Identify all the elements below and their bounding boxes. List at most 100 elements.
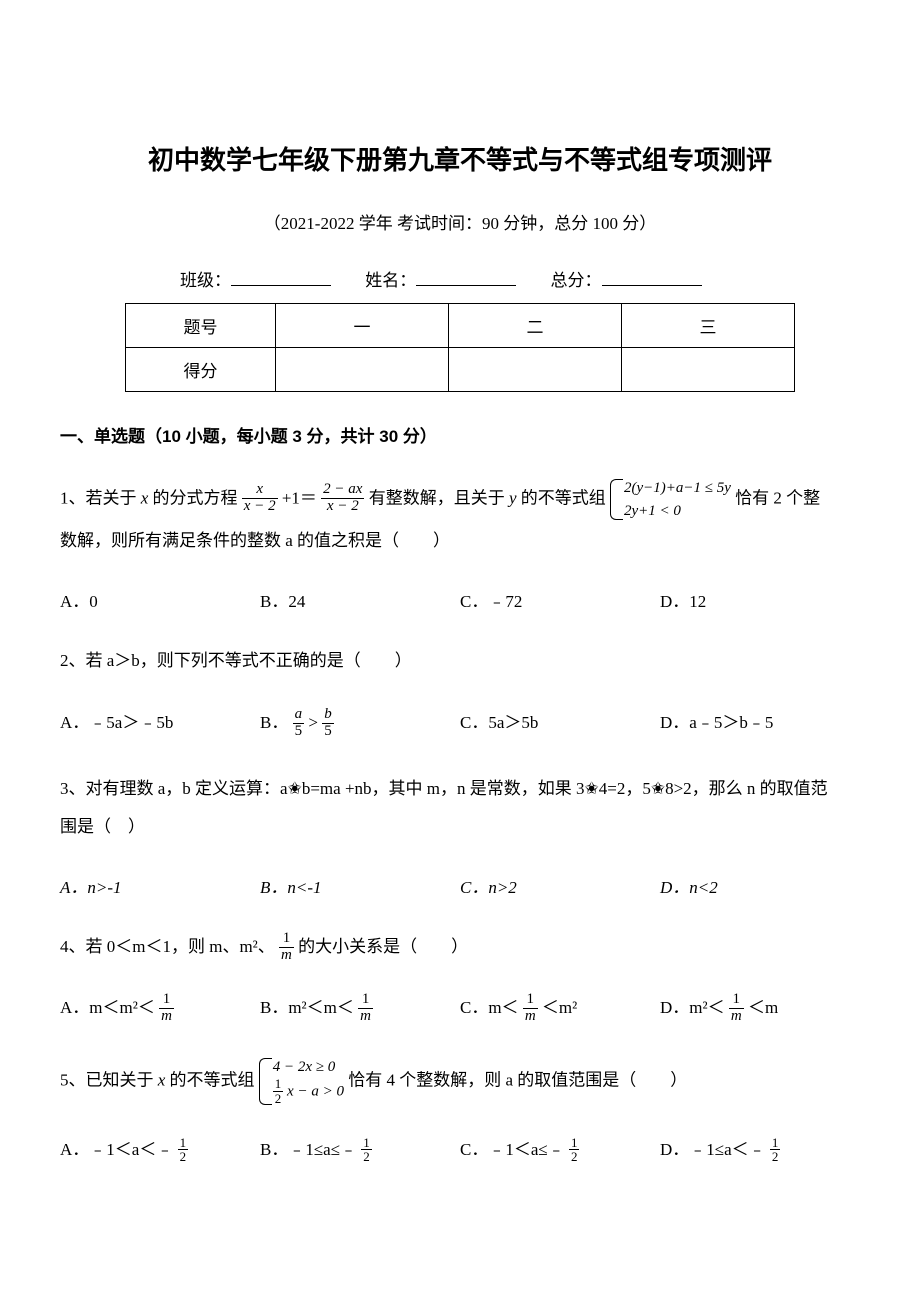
frac-den: m <box>159 1008 174 1025</box>
table-row: 题号 一 二 三 <box>126 304 795 348</box>
sys-row: 12 x − a > 0 <box>273 1078 344 1106</box>
q5-text: 恰有 4 个整数解，则 a 的取值范围是（ ） <box>348 1070 687 1089</box>
option-c: C．﹣72 <box>460 587 660 612</box>
blank-name <box>416 285 516 286</box>
opt-text: B．m²＜m＜ <box>260 999 354 1018</box>
frac-num: 1 <box>273 1077 284 1091</box>
q5-text: 5、已知关于 <box>60 1070 158 1089</box>
sys-row: 4 − 2x ≥ 0 <box>273 1056 344 1079</box>
blank-total <box>602 285 702 286</box>
opt-text: B．﹣1≤a≤﹣ <box>260 1140 357 1159</box>
question-2: 2、若 a＞b，则下列不等式不正确的是（ ） <box>60 642 860 679</box>
option-c: C．﹣1＜a≤﹣ 12 <box>460 1135 660 1165</box>
td-score-label: 得分 <box>126 348 276 392</box>
frac-num: a <box>293 707 305 723</box>
option-b: B．24 <box>260 587 460 612</box>
q5-text: 的不等式组 <box>165 1070 259 1089</box>
blank-class <box>231 285 331 286</box>
fraction: 12 <box>273 1077 284 1105</box>
fraction: b5 <box>322 707 334 740</box>
option-a: A．m＜m²＜ 1m <box>60 993 260 1026</box>
fraction: 1m <box>159 992 174 1025</box>
q5-options: A．﹣1＜a＜﹣ 12 B．﹣1≤a≤﹣ 12 C．﹣1＜a≤﹣ 12 D．﹣1… <box>60 1135 860 1165</box>
q3-options: A．n>-1 B．n<-1 C．n>2 D．n<2 <box>60 873 860 898</box>
sys-row: 2(y−1)+a−1 ≤ 5y <box>624 477 731 500</box>
fill-blanks-row: 班级： 姓名： 总分： <box>60 266 860 291</box>
option-b: B． a5 > b5 <box>260 708 460 741</box>
frac-den: 2 <box>361 1149 372 1164</box>
label-total: 总分： <box>551 271 602 290</box>
th-1: 一 <box>276 304 449 348</box>
q1-text: +1＝ <box>282 488 317 507</box>
q1-text: 的分式方程 <box>148 488 242 507</box>
opt-text: ＜m <box>748 999 778 1018</box>
question-1: 1、若关于 x 的分式方程 xx − 2 +1＝ 2 − axx − 2 有整数… <box>60 477 860 559</box>
q1-vary: y <box>509 488 517 507</box>
frac-den: m <box>523 1008 538 1025</box>
sys-row: 2y+1 < 0 <box>624 500 731 523</box>
question-5: 5、已知关于 x 的不等式组 4 − 2x ≥ 0 12 x − a > 0 恰… <box>60 1056 860 1107</box>
fraction: 1m <box>729 992 744 1025</box>
frac-num: 1 <box>178 1136 189 1150</box>
q2-options: A．﹣5a＞﹣5b B． a5 > b5 C．5a＞5b D．a﹣5＞b﹣5 <box>60 708 860 741</box>
frac-num: 1 <box>279 931 294 947</box>
opt-text: ＜m² <box>542 999 577 1018</box>
option-d: D．12 <box>660 587 860 612</box>
th-3: 三 <box>622 304 795 348</box>
opt-text: B． <box>260 713 288 732</box>
option-c: C．m＜ 1m ＜m² <box>460 993 660 1026</box>
option-b: B．n<-1 <box>260 873 460 898</box>
table-row: 得分 <box>126 348 795 392</box>
q1-text: 有整数解，且关于 <box>369 488 509 507</box>
option-c: C．n>2 <box>460 873 660 898</box>
fraction: 1m <box>358 992 373 1025</box>
opt-text: D．﹣1≤a＜﹣ <box>660 1140 766 1159</box>
fraction: 12 <box>178 1136 189 1164</box>
frac-num: 1 <box>523 992 538 1008</box>
fraction: 2 − axx − 2 <box>321 482 364 515</box>
option-a: A．0 <box>60 587 260 612</box>
opt-text: C．﹣1＜a≤﹣ <box>460 1140 565 1159</box>
option-d: D．n<2 <box>660 873 860 898</box>
opt-text: C．m＜ <box>460 999 519 1018</box>
frac-den: 2 <box>770 1149 781 1164</box>
fraction: 12 <box>361 1136 372 1164</box>
frac-den: m <box>358 1008 373 1025</box>
th-2: 二 <box>449 304 622 348</box>
q1-text: 数解，则所有满足条件的整数 a 的值之积是（ ） <box>60 531 450 550</box>
option-c: C．5a＞5b <box>460 708 660 741</box>
fraction: 1m <box>523 992 538 1025</box>
q4-text: 的大小关系是（ ） <box>298 937 468 956</box>
option-a: A．﹣5a＞﹣5b <box>60 708 260 741</box>
td-empty <box>449 348 622 392</box>
frac-num: b <box>322 707 334 723</box>
option-a: A．n>-1 <box>60 873 260 898</box>
q4-options: A．m＜m²＜ 1m B．m²＜m＜ 1m C．m＜ 1m ＜m² D．m²＜ … <box>60 993 860 1026</box>
frac-den: x − 2 <box>321 498 364 515</box>
q1-text: 的不等式组 <box>517 488 611 507</box>
q3-text: 围是（ ） <box>60 817 145 836</box>
page-title: 初中数学七年级下册第九章不等式与不等式组专项测评 <box>60 140 860 177</box>
label-class: 班级： <box>180 271 231 290</box>
frac-num: 1 <box>770 1136 781 1150</box>
label-name: 姓名： <box>365 271 416 290</box>
td-empty <box>276 348 449 392</box>
option-d: D．m²＜ 1m ＜m <box>660 993 860 1026</box>
q1-text: 1、若关于 <box>60 488 141 507</box>
option-d: D．﹣1≤a＜﹣ 12 <box>660 1135 860 1165</box>
frac-num: 1 <box>569 1136 580 1150</box>
option-a: A．﹣1＜a＜﹣ 12 <box>60 1135 260 1165</box>
frac-den: x − 2 <box>242 498 278 515</box>
opt-text: D．m²＜ <box>660 999 725 1018</box>
fraction: a5 <box>293 707 305 740</box>
inequality-system: 4 − 2x ≥ 0 12 x − a > 0 <box>259 1056 344 1107</box>
frac-den: m <box>729 1008 744 1025</box>
opt-text: > <box>308 713 322 732</box>
fraction: 1m <box>279 931 294 964</box>
opt-text: A．m＜m²＜ <box>60 999 155 1018</box>
q1-options: A．0 B．24 C．﹣72 D．12 <box>60 587 860 612</box>
q3-text: 3、对有理数 a，b 定义运算：a✬b=ma +nb，其中 m，n 是常数，如果… <box>60 779 828 798</box>
sys-text: x − a > 0 <box>287 1084 344 1100</box>
th-num: 题号 <box>126 304 276 348</box>
frac-den: 5 <box>322 723 334 740</box>
